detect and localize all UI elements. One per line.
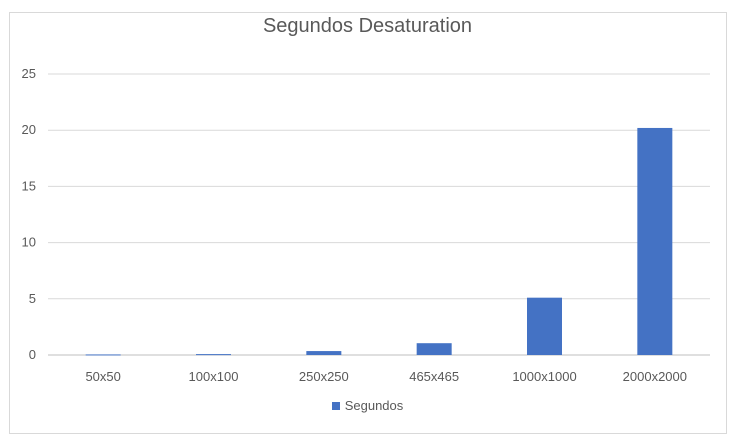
x-tick-label: 100x100 — [189, 369, 239, 384]
bar-50x50 — [85, 354, 121, 356]
bar-2000x2000 — [637, 127, 673, 356]
chart-title: Segundos Desaturation — [262, 15, 473, 37]
x-tick-label: 50x50 — [85, 369, 120, 384]
y-tick-label: 10 — [22, 235, 36, 250]
x-tick-label: 250x250 — [299, 369, 349, 384]
bar-465x465 — [416, 343, 452, 355]
bar-250x250 — [306, 351, 342, 355]
bar-100x100 — [196, 354, 231, 356]
legend-swatch — [331, 401, 340, 410]
bar-1000x1000 — [527, 297, 562, 355]
y-tick-label: 25 — [22, 66, 36, 81]
y-tick-label: 5 — [29, 291, 36, 306]
x-tick-label: 465x465 — [409, 369, 459, 384]
y-tick-label: 20 — [22, 122, 36, 137]
y-tick-label: 0 — [29, 347, 36, 362]
legend: Segundos — [0, 398, 735, 413]
y-tick-label: 15 — [22, 178, 36, 193]
chart-frame — [9, 12, 727, 434]
x-tick-label: 1000x1000 — [512, 369, 576, 384]
legend-label: Segundos — [344, 398, 404, 413]
x-tick-label: 2000x2000 — [623, 369, 687, 384]
